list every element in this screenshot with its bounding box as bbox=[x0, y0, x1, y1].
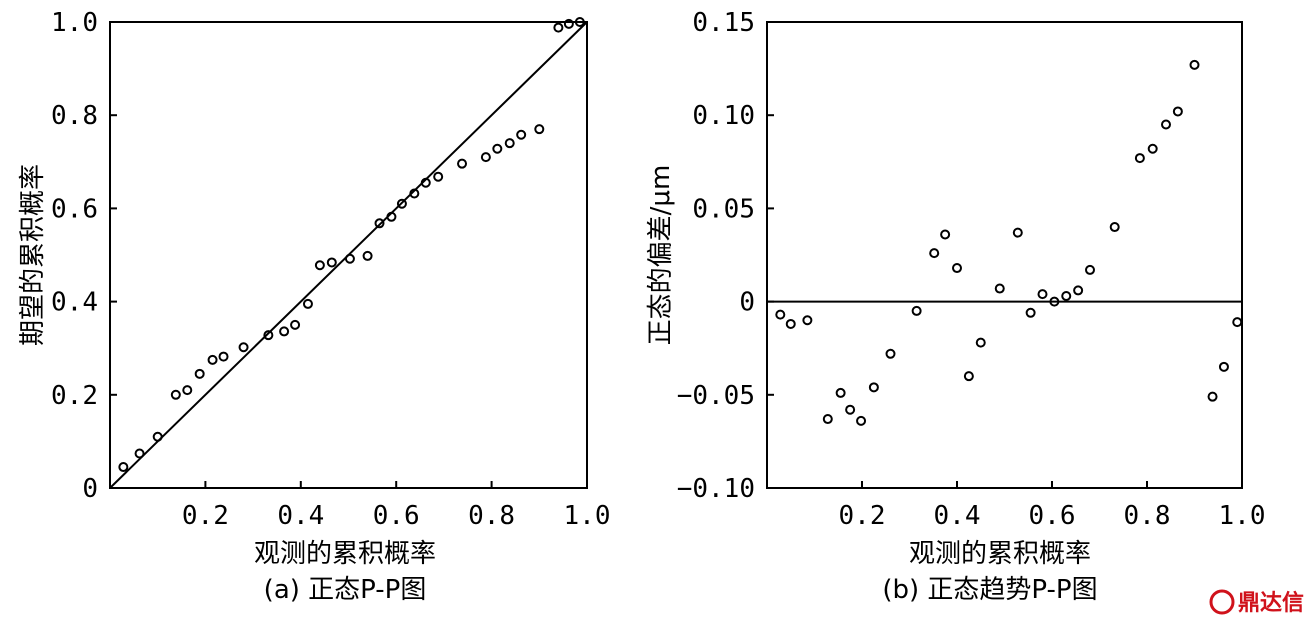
data-point-b bbox=[963, 371, 974, 382]
data-point-a bbox=[553, 22, 564, 33]
data-point-b bbox=[952, 263, 962, 274]
data-point-b bbox=[785, 318, 796, 329]
data-point-b bbox=[994, 283, 1005, 294]
data-point-b bbox=[1061, 291, 1072, 302]
data-point-b bbox=[1109, 222, 1120, 233]
x-tick-label-a: 0.2 bbox=[182, 501, 229, 531]
data-point-a bbox=[534, 124, 545, 135]
data-point-a bbox=[386, 211, 397, 222]
data-point-b bbox=[940, 229, 951, 240]
plot-frame-b bbox=[766, 21, 1243, 489]
y-tick-label-a: 1.0 bbox=[51, 8, 98, 38]
data-point-b bbox=[845, 404, 856, 415]
data-point-a bbox=[374, 218, 385, 229]
data-point-a bbox=[314, 260, 325, 271]
data-point-b bbox=[885, 348, 896, 359]
data-point-a bbox=[344, 253, 355, 264]
x-tick-label-a: 0.6 bbox=[373, 501, 420, 531]
data-point-a bbox=[238, 342, 249, 353]
x-tick-label-b: 0.2 bbox=[839, 501, 886, 531]
data-point-a bbox=[134, 448, 145, 459]
data-point-b bbox=[1073, 285, 1084, 296]
data-point-a bbox=[457, 158, 468, 169]
x-tick-label-a: 1.0 bbox=[564, 501, 611, 531]
data-point-a bbox=[409, 188, 420, 199]
data-point-b bbox=[1232, 317, 1243, 328]
data-point-b bbox=[775, 309, 786, 320]
y-tick-label-b: −0.10 bbox=[677, 474, 755, 504]
data-point-a bbox=[433, 171, 444, 182]
y-axis-title-a: 期望的累积概率 bbox=[18, 164, 48, 346]
data-point-b bbox=[1025, 307, 1036, 318]
data-point-a bbox=[182, 385, 193, 396]
data-point-b bbox=[1207, 391, 1218, 402]
data-point-a bbox=[574, 17, 585, 27]
plot-frame-a bbox=[109, 21, 588, 489]
data-point-a bbox=[516, 129, 527, 140]
y-tick-label-b: 0.05 bbox=[692, 194, 755, 224]
x-axis-title-a: 观测的累积概率 bbox=[254, 539, 436, 569]
watermark-text: 鼎达信 bbox=[1238, 590, 1304, 616]
data-point-a bbox=[326, 257, 337, 268]
figure-caption-b: (b) 正态趋势P-P图 bbox=[882, 575, 1097, 605]
y-tick-label-a: 0 bbox=[82, 474, 98, 504]
data-point-a bbox=[279, 326, 290, 337]
y-tick-label-a: 0.6 bbox=[51, 194, 98, 224]
y-tick-label-b: 0.10 bbox=[692, 101, 755, 131]
x-tick-label-b: 0.8 bbox=[1124, 501, 1171, 531]
data-point-b bbox=[1172, 106, 1183, 117]
data-point-a bbox=[194, 368, 205, 379]
x-tick-label-b: 0.6 bbox=[1029, 501, 1076, 531]
x-tick-label-a: 0.4 bbox=[277, 501, 324, 531]
data-point-a bbox=[152, 431, 163, 442]
data-point-b bbox=[1189, 59, 1200, 70]
figure-caption-a: (a) 正态P-P图 bbox=[264, 575, 427, 605]
y-tick-label-b: −0.05 bbox=[677, 381, 755, 411]
data-point-a bbox=[362, 250, 373, 261]
data-point-a bbox=[492, 143, 503, 154]
y-tick-label-a: 0.4 bbox=[51, 288, 98, 318]
data-point-b bbox=[1012, 227, 1023, 238]
x-tick-label-b: 1.0 bbox=[1219, 501, 1266, 531]
watermark-logo-icon bbox=[1209, 589, 1235, 615]
data-point-a bbox=[504, 138, 515, 149]
data-point-a bbox=[170, 389, 181, 400]
data-point-a bbox=[396, 198, 407, 209]
data-point-b bbox=[868, 382, 879, 393]
data-point-a bbox=[118, 462, 129, 473]
data-point-b bbox=[1147, 143, 1158, 154]
data-point-b bbox=[975, 337, 986, 348]
x-tick-label-b: 0.4 bbox=[934, 501, 981, 531]
data-point-a bbox=[290, 319, 301, 330]
data-point-a bbox=[302, 298, 313, 309]
data-point-a bbox=[563, 18, 574, 29]
data-point-b bbox=[802, 315, 813, 326]
data-point-a bbox=[218, 351, 229, 362]
x-tick-label-a: 0.8 bbox=[468, 501, 515, 531]
data-point-b bbox=[835, 387, 846, 398]
data-point-b bbox=[822, 414, 833, 425]
data-point-a bbox=[420, 177, 431, 188]
y-tick-label-b: 0.15 bbox=[692, 8, 755, 38]
data-point-b bbox=[856, 415, 867, 426]
data-point-b bbox=[1218, 361, 1229, 372]
data-point-a bbox=[207, 354, 218, 365]
data-point-b bbox=[1085, 264, 1095, 275]
data-point-b bbox=[1037, 289, 1048, 300]
y-tick-label-a: 0.2 bbox=[51, 381, 98, 411]
data-point-a bbox=[263, 330, 274, 341]
x-axis-title-b: 观测的累积概率 bbox=[909, 539, 1091, 569]
y-axis-title-b: 正态的偏差/μm bbox=[646, 165, 676, 346]
data-point-b bbox=[1134, 153, 1145, 164]
data-point-b bbox=[1161, 119, 1171, 130]
y-tick-label-a: 0.8 bbox=[51, 101, 98, 131]
data-point-b bbox=[929, 248, 940, 259]
data-point-b bbox=[1049, 296, 1060, 307]
y-tick-label-b: 0 bbox=[739, 288, 755, 318]
data-point-b bbox=[911, 305, 922, 316]
data-point-a bbox=[480, 152, 491, 163]
